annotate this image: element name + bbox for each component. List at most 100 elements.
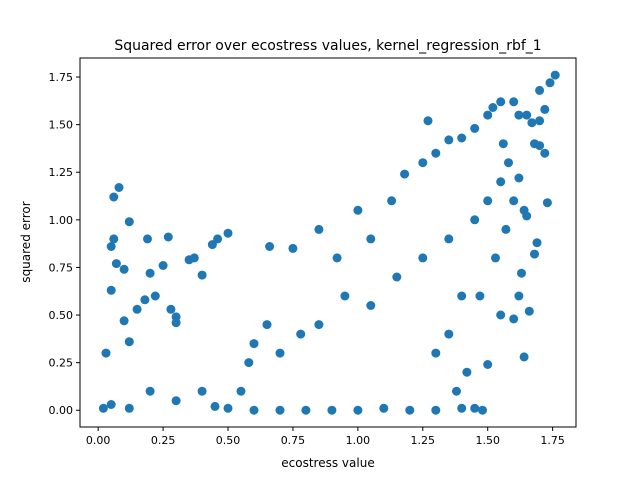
data-point: [288, 243, 298, 253]
data-point: [106, 285, 116, 295]
data-point: [301, 405, 311, 415]
data-point: [150, 291, 160, 301]
data-point: [223, 403, 233, 413]
data-point: [249, 405, 259, 415]
data-point: [124, 403, 134, 413]
x-tick-label: 0.25: [151, 434, 176, 447]
data-point: [119, 316, 129, 326]
data-point: [327, 405, 337, 415]
data-point: [119, 264, 129, 274]
data-point: [519, 352, 529, 362]
data-point: [140, 295, 150, 305]
data-point: [207, 240, 217, 250]
data-point: [132, 304, 142, 314]
data-point: [145, 386, 155, 396]
data-point: [387, 196, 397, 206]
y-tick-label: 1.25: [49, 166, 74, 179]
data-point: [314, 224, 324, 234]
data-point: [213, 234, 223, 244]
chart-title: Squared error over ecostress values, ker…: [114, 38, 541, 54]
data-point: [249, 339, 259, 349]
x-tick-label: 0.00: [86, 434, 111, 447]
data-point: [444, 329, 454, 339]
data-point: [483, 196, 493, 206]
data-point: [275, 405, 285, 415]
data-point: [491, 253, 500, 263]
data-point: [470, 215, 480, 225]
data-point: [530, 249, 539, 259]
data-point: [145, 268, 155, 278]
data-point: [101, 348, 111, 358]
data-point: [340, 291, 350, 301]
data-point: [470, 123, 480, 133]
data-point: [478, 405, 487, 415]
data-point: [353, 205, 363, 215]
data-point: [457, 291, 467, 301]
data-point: [265, 242, 275, 251]
y-tick-label: 1.75: [49, 71, 74, 84]
data-point: [535, 116, 545, 126]
data-point: [540, 148, 550, 158]
data-point: [535, 85, 545, 95]
data-point: [392, 272, 402, 282]
data-point: [418, 253, 428, 263]
data-point: [379, 403, 389, 413]
data-point: [244, 358, 254, 368]
data-point: [423, 116, 433, 126]
data-point: [457, 133, 467, 143]
data-point: [462, 367, 472, 377]
data-point: [296, 329, 306, 339]
y-tick-label: 1.00: [49, 214, 74, 227]
y-tick-label: 0.50: [49, 309, 74, 322]
data-point: [488, 103, 498, 112]
data-point: [504, 158, 513, 168]
data-point: [514, 110, 524, 120]
data-point: [530, 139, 539, 149]
data-point: [143, 234, 152, 244]
data-point: [431, 348, 441, 358]
data-point: [545, 78, 555, 88]
y-axis-ticks: 0.00 0.25 0.50 0.75 1.00 1.25 1.50 1.75: [49, 71, 80, 417]
data-point: [444, 234, 454, 244]
data-point: [496, 177, 506, 187]
x-tick-label: 0.50: [216, 434, 241, 447]
data-point: [514, 291, 524, 301]
data-point: [452, 386, 461, 396]
data-point: [106, 242, 116, 251]
plot-area: [80, 58, 576, 427]
data-point: [189, 253, 199, 263]
y-tick-label: 0.75: [49, 261, 74, 274]
data-point: [444, 135, 454, 145]
x-tick-label: 1.75: [540, 434, 565, 447]
data-point: [171, 318, 181, 328]
x-tick-label: 1.00: [346, 434, 371, 447]
x-axis-ticks: 0.00 0.25 0.50 0.75 1.00 1.25 1.50 1.75: [86, 427, 565, 447]
data-point: [475, 291, 485, 301]
data-point: [171, 396, 181, 406]
data-point: [353, 405, 363, 415]
data-point: [483, 360, 493, 369]
data-point: [114, 183, 124, 192]
data-point: [275, 348, 285, 358]
data-point: [400, 169, 410, 179]
data-point: [522, 211, 532, 221]
y-tick-label: 1.50: [49, 119, 74, 132]
data-point: [405, 405, 415, 415]
x-tick-label: 1.25: [411, 434, 436, 447]
data-point: [197, 270, 207, 280]
data-point: [501, 224, 511, 234]
x-tick-label: 0.75: [281, 434, 306, 447]
data-point: [418, 158, 428, 168]
data-point: [550, 70, 560, 80]
data-point: [262, 320, 272, 330]
y-tick-label: 0.00: [49, 404, 74, 417]
x-axis-label: ecostress value: [281, 456, 374, 470]
data-point: [542, 198, 552, 208]
data-point: [532, 238, 542, 248]
data-point: [332, 253, 342, 263]
plot-frame: [79, 57, 577, 428]
points-layer: [98, 70, 560, 415]
data-point: [431, 405, 441, 415]
